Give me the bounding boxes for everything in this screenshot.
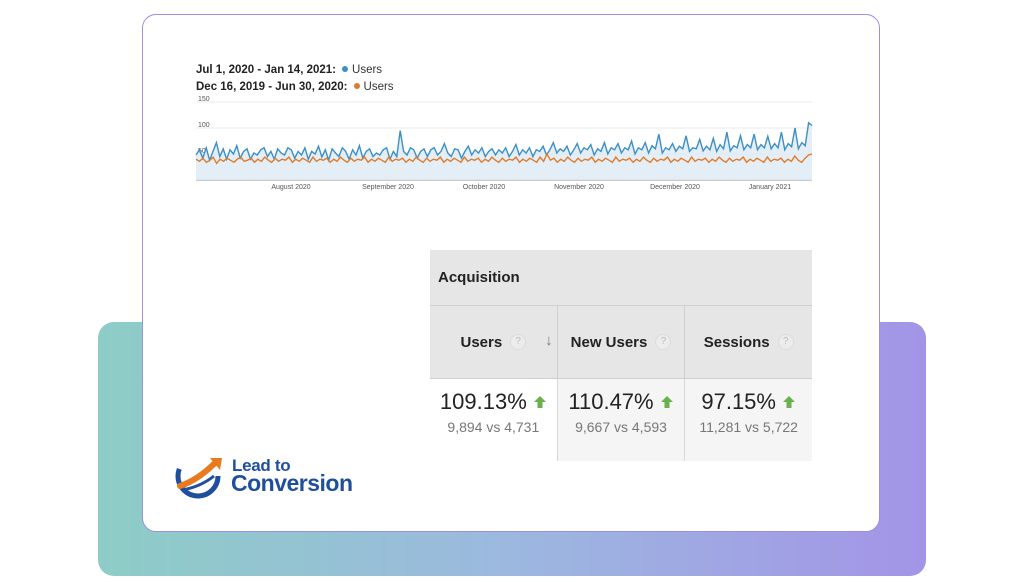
lead-to-conversion-logo-icon xyxy=(175,453,222,499)
x-tick-label: January 2021 xyxy=(749,184,792,191)
x-tick-label: October 2020 xyxy=(463,184,506,191)
legend-dot-blue xyxy=(342,66,349,72)
x-tick-label: September 2020 xyxy=(362,184,414,191)
users-line-chart: 150 100 50 August 2020 September 2020 October… xyxy=(195,96,813,191)
value-users: 109.13% 9,894 vs 4,731 xyxy=(430,379,558,461)
x-tick-label: August 2020 xyxy=(271,184,310,191)
y-tick-label: 100 xyxy=(198,122,210,129)
sort-down-icon[interactable]: ↓ xyxy=(545,332,553,349)
series-line xyxy=(195,121,813,163)
help-icon[interactable]: ? xyxy=(777,334,794,350)
series-line xyxy=(195,152,813,165)
x-tick-label: December 2020 xyxy=(650,184,700,191)
acquisition-table: Acquisition Users? ↓ New Users? Sessions… xyxy=(430,250,813,462)
column-new-users[interactable]: New Users? xyxy=(558,306,686,378)
y-tick-label: 150 xyxy=(198,96,210,103)
logo-text-line1: Lead to xyxy=(232,456,291,475)
arrow-up-icon xyxy=(533,396,546,408)
logo-text-line2: Conversion xyxy=(231,470,353,496)
x-tick-label: November 2020 xyxy=(554,184,604,191)
acquisition-values: 109.13% 9,894 vs 4,731 110.47% 9,667 vs … xyxy=(430,379,813,461)
acquisition-column-headers: Users? ↓ New Users? Sessions? xyxy=(430,306,812,379)
value-sessions: 97.15% 11,281 vs 5,722 xyxy=(685,379,813,461)
help-icon[interactable]: ? xyxy=(655,334,672,350)
y-tick-label: 50 xyxy=(198,148,206,155)
help-icon[interactable]: ? xyxy=(510,334,527,350)
column-sessions[interactable]: Sessions? xyxy=(685,306,812,378)
acquisition-header: Acquisition xyxy=(430,250,812,306)
arrow-up-icon xyxy=(660,396,673,408)
column-users[interactable]: Users? ↓ xyxy=(430,306,558,378)
value-new-users: 110.47% 9,667 vs 4,593 xyxy=(557,379,686,461)
legend-current-period: Jul 1, 2020 - Jan 14, 2021: Users xyxy=(196,64,383,76)
legend-previous-period: Dec 16, 2019 - Jun 30, 2020: Users xyxy=(196,81,394,93)
legend-dot-orange xyxy=(353,83,360,89)
arrow-up-icon xyxy=(782,396,795,408)
